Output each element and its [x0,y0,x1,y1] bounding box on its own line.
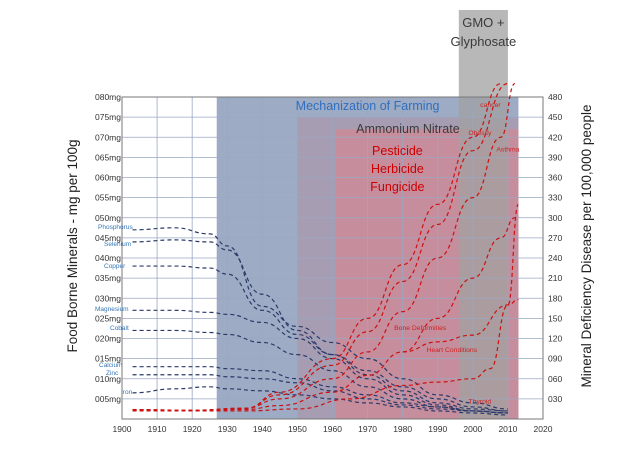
axes: 1900 1910 1920 1930 1940 1950 1960 1970 1980 1990… [95,92,562,434]
band-label-gmo-line-0: GMO + [462,15,504,30]
y-left-tick-label: 075mg [95,112,121,122]
mineral-label-calcium: Calcium [99,362,122,369]
x-tick-label: 1990 [428,424,447,434]
disease-label-cancer: cancer [480,102,501,109]
y-right-tick-label: 300 [548,213,562,223]
band-label-mechanization: Mechanization of Farming [296,99,440,113]
mineral-label-cobalt: Cobalt [110,325,129,332]
mineral-label-iron: Iron [121,389,133,396]
y-left-tick-label: 070mg [95,132,121,142]
y-right-tick-label: 060 [548,374,562,384]
mineral-line-calcium [132,366,508,414]
y-left-tick-label: 045mg [95,233,121,243]
x-tick-label: 1980 [393,424,412,434]
mineral-label-selenium: Selenium [104,241,131,248]
disease-label-asthma: Asthma [496,146,519,153]
mineral-line-iron [132,386,508,416]
y-right-tick-label: 480 [548,92,562,102]
disease-line-thyroid [132,203,520,412]
band-label-pesticide-line-1: Herbicide [371,162,424,176]
disease-line-cancer [132,82,502,412]
y-left-tick-label: 010mg [95,374,121,384]
y-left-tick-label: 005mg [95,394,121,404]
x-tick-label: 2010 [498,424,517,434]
x-tick-label: 1970 [358,424,377,434]
band-label-pesticide-line-2: Fungicide [370,180,424,194]
y-left-tick-label: 020mg [95,334,121,344]
y-left-tick-label: 030mg [95,293,121,303]
y-axis-left-label: Food Borne Minerals - mg per 100g [65,139,80,352]
disease-line-asthma [132,82,516,411]
y-right-tick-label: 420 [548,132,562,142]
plot-frame [121,96,544,420]
disease-label-thyroid: Thyroid [469,399,492,406]
y-left-tick-label: 015mg [95,354,121,364]
y-left-tick-label: 050mg [95,213,121,223]
y-right-tick-label: 180 [548,293,562,303]
y-left-tick-label: 055mg [95,193,121,203]
y-left-tick-label: 080mg [95,92,121,102]
x-tick-label: 1920 [183,424,202,434]
y-right-tick-label: 030 [548,394,562,404]
disease-line-heart-conditions [402,298,519,353]
mineral-label-zinc: Zinc [106,370,119,377]
band-label-ammonium-nitrate: Ammonium Nitrate [356,122,460,136]
y-left-tick-label: 060mg [95,173,121,183]
y-right-tick-label: 240 [548,253,562,263]
mineral-line-selenium [132,239,508,412]
disease-label-bone-deformities: Bone Deformities [394,325,447,332]
y-left-tick-label: 065mg [95,152,121,162]
mineral-line-cobalt [132,329,508,414]
x-tick-label: 1900 [113,424,132,434]
x-tick-label: 2000 [463,424,482,434]
grid-lines [121,96,544,420]
disease-series: cancer Obesity Asthma Bone Deformities Heart… [132,82,520,412]
x-tick-label: 1950 [288,424,307,434]
x-tick-label: 1940 [253,424,272,434]
y-right-tick-label: 120 [548,334,562,344]
y-right-tick-label: 210 [548,273,562,283]
mineral-series: Phosphorus Selenium Copper Magnesium Cobalt C… [95,224,508,416]
mineral-line-copper [132,265,508,412]
mineral-label-phosphorus: Phosphorus [98,224,133,231]
x-tick-label: 1960 [323,424,342,434]
y-right-tick-label: 450 [548,112,562,122]
era-band-3 [458,10,508,419]
x-tick-label: 1910 [148,424,167,434]
mineral-label-magnesium: Magnesium [95,306,129,313]
y-left-tick-label: 040mg [95,253,121,263]
y-right-tick-label: 090 [548,354,562,364]
y-right-tick-label: 150 [548,313,562,323]
y-left-tick-label: 035mg [95,273,121,283]
band-label-pesticide-line-0: Pesticide [372,144,423,158]
y-right-tick-label: 360 [548,173,562,183]
disease-label-obesity: Obesity [468,130,492,137]
disease-label-heart-conditions: Heart Conditions [426,347,477,354]
band-label-gmo-line-1: Glyphosate [450,34,516,49]
y-right-tick-label: 390 [548,152,562,162]
x-tick-label: 1930 [218,424,237,434]
y-right-tick-label: 270 [548,233,562,243]
mineral-line-magnesium [132,309,508,414]
mineral-label-copper: Copper [104,263,126,270]
mineral-line-zinc [132,374,508,414]
y-right-tick-label: 330 [548,193,562,203]
disease-line-obesity [132,82,509,411]
x-tick-label: 2020 [534,424,553,434]
mineral-line-phosphorus [132,227,508,410]
y-left-tick-label: 025mg [95,313,121,323]
disease-line-bone-deformities [132,217,516,412]
era-band-labels: Mechanization of Farming Ammonium Nitrate… [296,15,517,194]
y-axis-right-label: Mineral Deficiency Disease per 100,000 p… [579,105,594,388]
